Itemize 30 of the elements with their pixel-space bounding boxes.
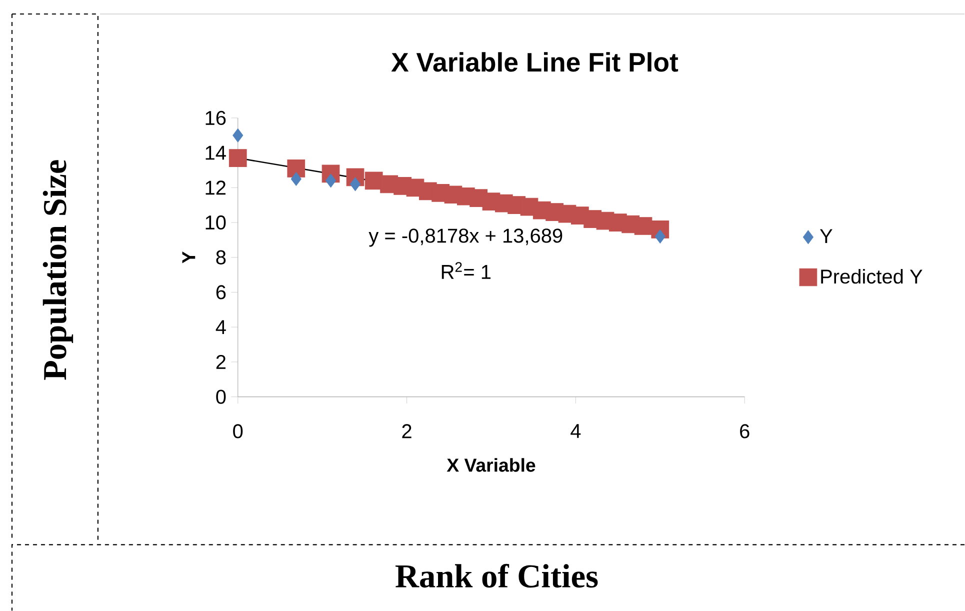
y-tick-label: 12 xyxy=(206,180,226,195)
annotation: y = -0,8178x + 13,689 xyxy=(368,228,562,247)
y-tick-label: 16 xyxy=(206,110,226,125)
y-tick-label: 10 xyxy=(206,215,226,230)
point xyxy=(654,229,666,244)
point xyxy=(228,149,247,167)
legend-label: Predicted Y xyxy=(821,268,922,284)
text: Population Size xyxy=(42,160,74,380)
chart-title: X Variable Line Fit Plot xyxy=(391,52,678,72)
point xyxy=(287,159,306,178)
x-axis-title: X Variable xyxy=(446,458,536,472)
point xyxy=(232,128,244,142)
x-tick-label: 4 xyxy=(570,424,581,438)
y-tick-label: 4 xyxy=(216,320,226,334)
x-tick-label: 6 xyxy=(740,424,750,438)
point xyxy=(290,172,302,186)
y-tick-label: 6 xyxy=(216,285,226,300)
y-tick-label: 0 xyxy=(216,390,226,404)
y-tick-label: 8 xyxy=(216,250,226,264)
text: Rank of Cities xyxy=(396,564,598,588)
y-tick-label: 14 xyxy=(206,146,226,160)
annotation: R$^{2}$= 1 xyxy=(442,262,491,279)
point xyxy=(350,177,361,192)
y-axis-title: Y xyxy=(182,251,196,264)
legend-label: Y xyxy=(820,229,832,243)
point xyxy=(634,216,652,235)
y-tick-label: 2 xyxy=(216,354,226,369)
x-tick-label: 2 xyxy=(402,424,412,438)
point xyxy=(326,174,336,188)
x-tick-label: 0 xyxy=(233,424,243,438)
